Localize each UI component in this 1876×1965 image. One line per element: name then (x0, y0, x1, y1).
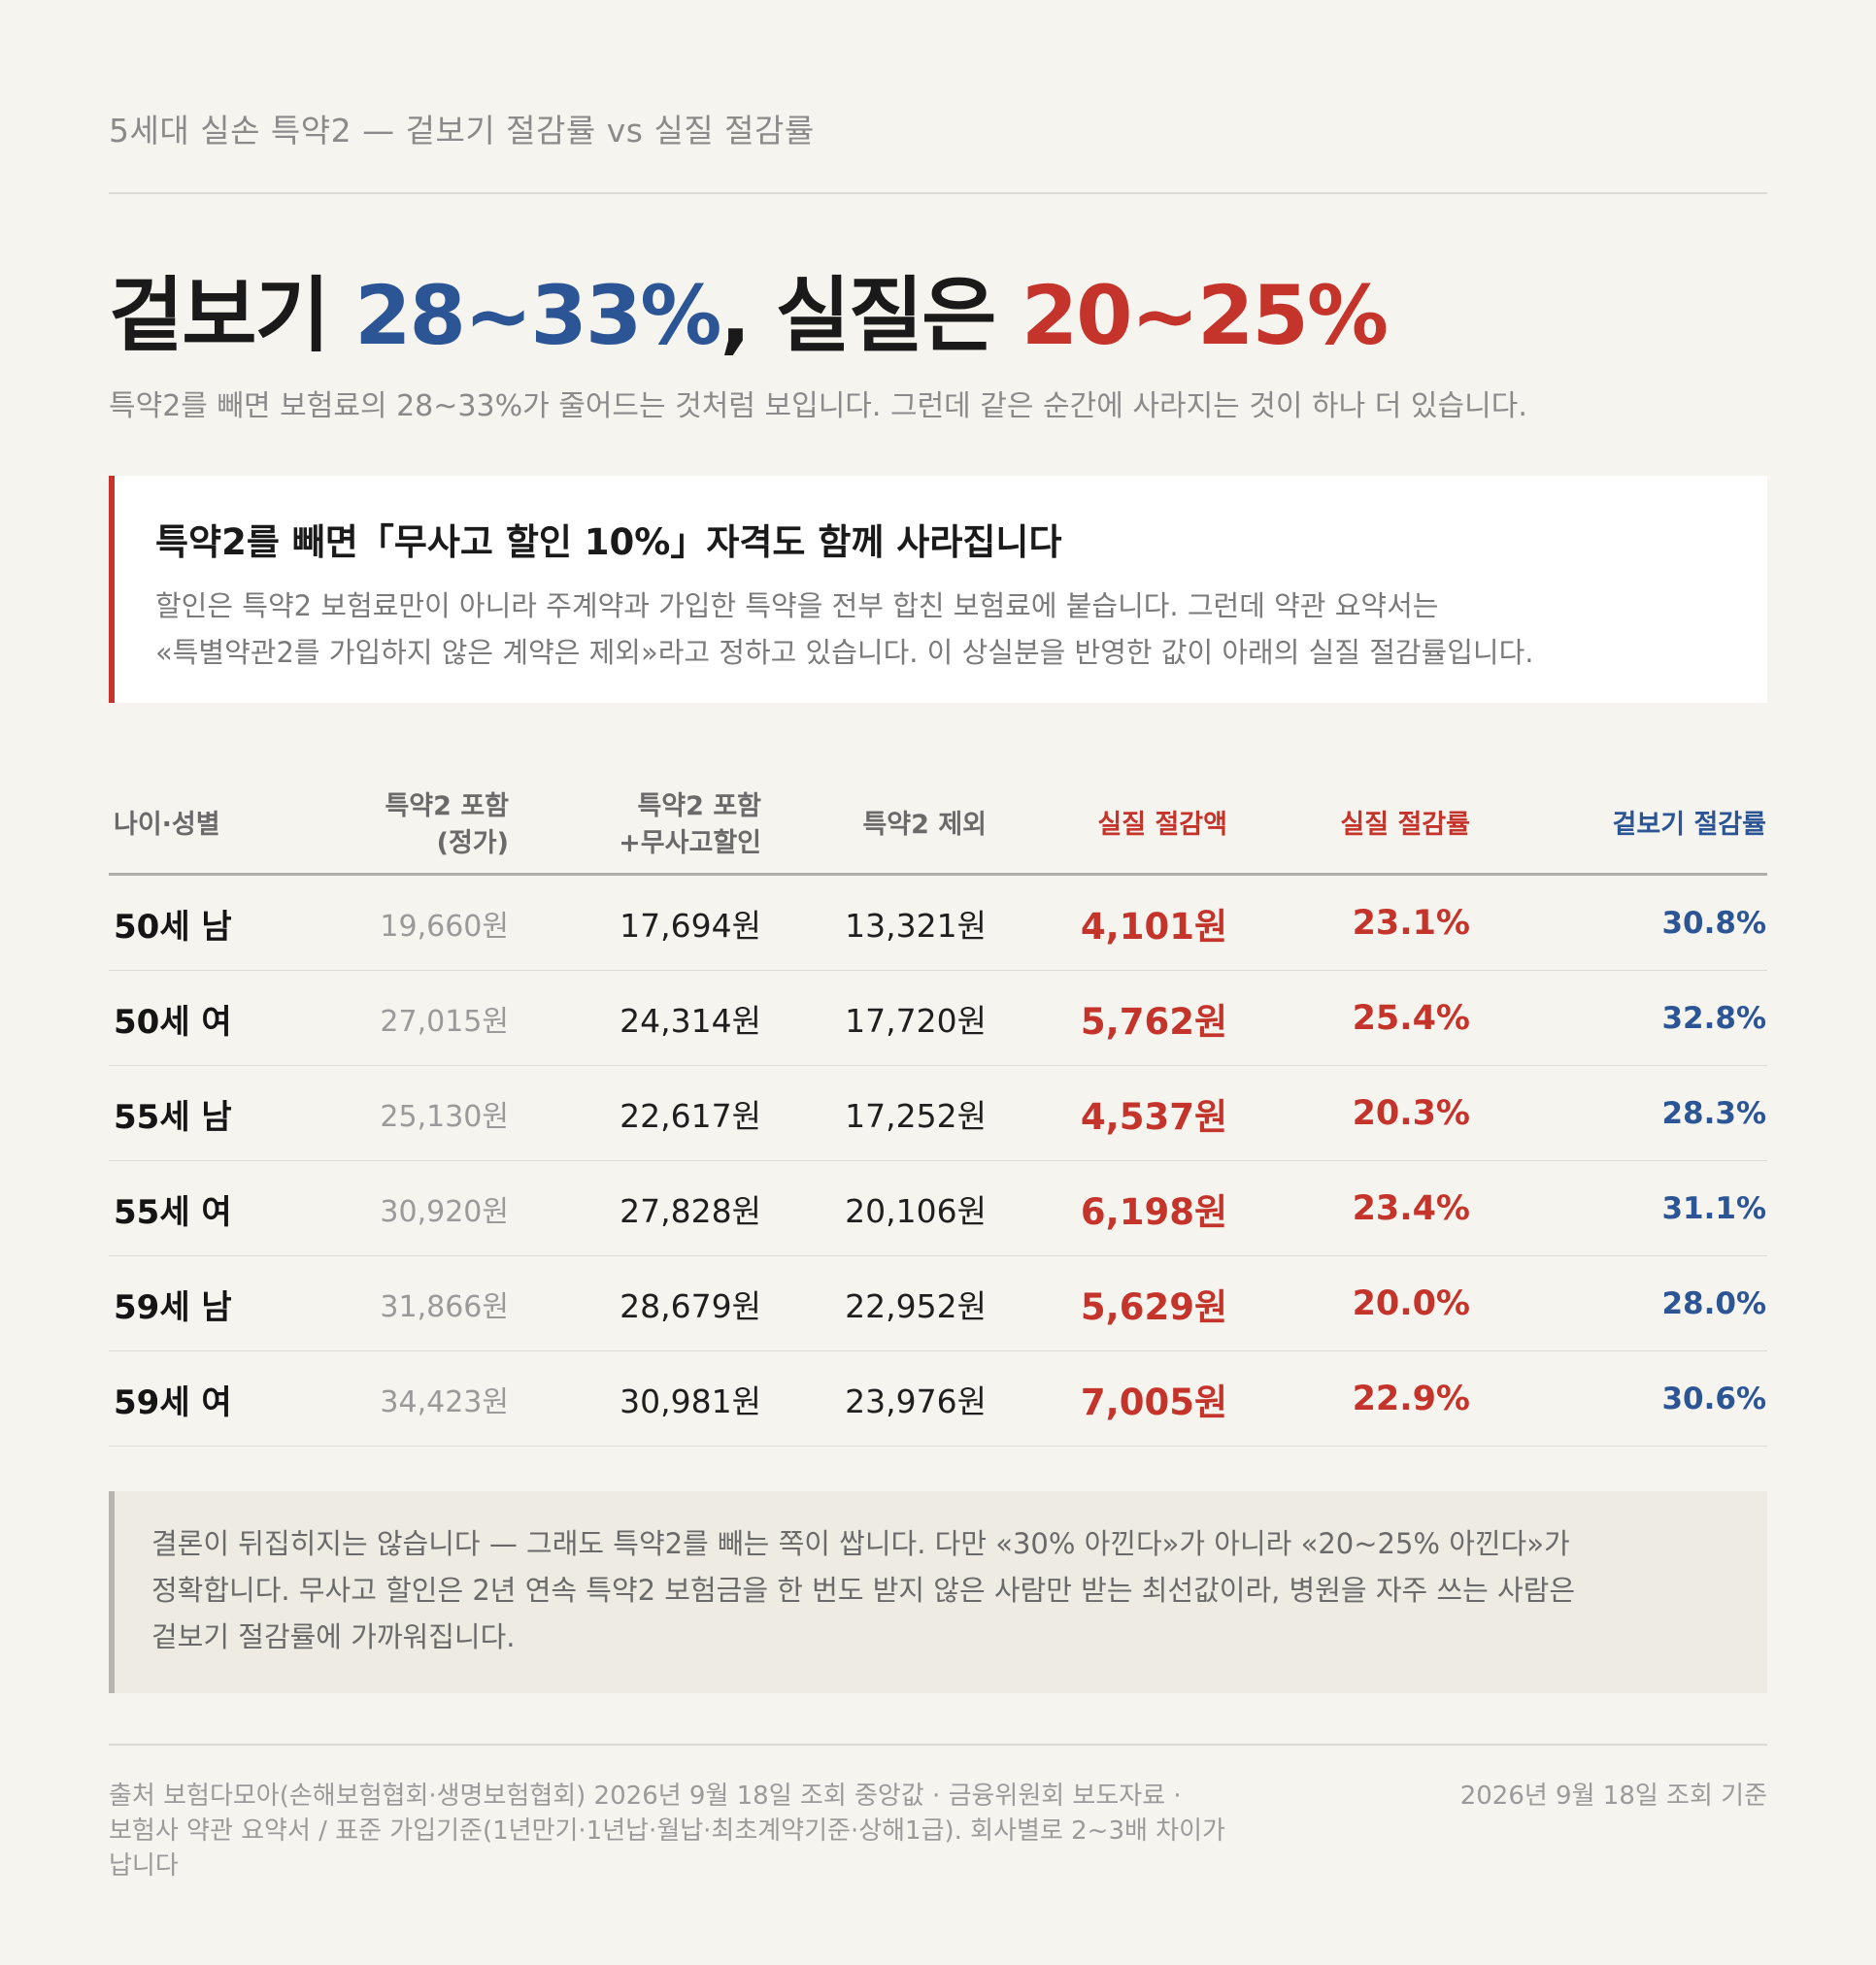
headline-part2: , 실질은 (720, 268, 1022, 363)
headline-real-range: 20~25% (1021, 268, 1389, 363)
excluded-price: 17,720원 (845, 1002, 987, 1040)
header-real-saving-amount: 실질 절감액 (1097, 810, 1227, 840)
comparison-table: 나이·성별 특약2 포함 (정가) 특약2 포함 +무사고할인 특약2 제외 실… (109, 777, 1767, 1447)
table-body: 50세 남 19,660원 17,694원 13,321원 4,101원 23.… (109, 876, 1767, 1447)
headline-part1: 겉보기 (109, 268, 355, 363)
callout-title: 특약2를 빼면「무사고 할인 10%」자격도 함께 사라집니다 (155, 521, 1062, 563)
header-line: 특약2 포함 (637, 791, 761, 821)
real-saving-amount: 6,198원 (1080, 1191, 1227, 1233)
age-gender: 59세 남 (114, 1287, 232, 1327)
header-line: (정가) (436, 828, 509, 858)
headline: 겉보기 28~33%, 실질은 20~25% (109, 250, 1389, 368)
source-citation: 출처 보험다모아(손해보험협회·생명보험협회) 2026년 9월 18일 조회 … (109, 1779, 1371, 1883)
excluded-price: 20,106원 (845, 1192, 987, 1230)
table-row: 59세 남 31,866원 28,679원 22,952원 5,629원 20.… (109, 1256, 1767, 1351)
note-line: 겉보기 절감률에 가까워집니다. (151, 1620, 516, 1653)
discounted-price: 27,828원 (620, 1192, 761, 1230)
list-price: 27,015원 (380, 1005, 509, 1039)
apparent-saving-rate: 31.1% (1661, 1191, 1766, 1226)
discounted-price: 24,314원 (620, 1002, 761, 1040)
header-age-gender: 나이·성별 (114, 810, 220, 840)
header-line: +무사고할인 (619, 828, 761, 858)
age-gender: 59세 여 (114, 1382, 232, 1422)
real-saving-rate: 25.4% (1352, 999, 1470, 1038)
source-line: 납니다 (109, 1851, 179, 1881)
conclusion-note: 결론이 뒤집히지는 않습니다 — 그래도 특약2를 빼는 쪽이 쌉니다. 다만 … (109, 1491, 1767, 1693)
excluded-price: 13,321원 (845, 907, 987, 945)
list-price: 25,130원 (380, 1100, 509, 1134)
apparent-saving-rate: 28.3% (1661, 1096, 1766, 1131)
apparent-saving-rate: 32.8% (1661, 1001, 1766, 1036)
bottom-divider (109, 1744, 1767, 1746)
real-saving-amount: 5,762원 (1080, 1001, 1227, 1043)
note-line: 정확합니다. 무사고 할인은 2년 연속 특약2 보험금을 한 번도 받지 않은… (151, 1574, 1576, 1607)
list-price: 34,423원 (380, 1385, 509, 1419)
source-line: 출처 보험다모아(손해보험협회·생명보험협회) 2026년 9월 18일 조회 … (109, 1782, 1182, 1811)
headline-apparent-range: 28~33% (354, 268, 721, 363)
table-row: 50세 남 19,660원 17,694원 13,321원 4,101원 23.… (109, 876, 1767, 971)
as-of-date: 2026년 9월 18일 조회 기준 (1459, 1782, 1767, 1811)
apparent-saving-rate: 30.8% (1661, 906, 1766, 941)
real-saving-rate: 22.9% (1352, 1380, 1470, 1418)
discounted-price: 30,981원 (620, 1382, 761, 1420)
apparent-saving-rate: 30.6% (1661, 1382, 1766, 1416)
discounted-price: 17,694원 (620, 907, 761, 945)
age-gender: 55세 여 (114, 1192, 232, 1232)
source-line: 보험사 약관 요약서 / 표준 가입기준(1년만기·1년납·월납·최초계약기준·… (109, 1816, 1225, 1846)
real-saving-rate: 20.0% (1352, 1284, 1470, 1323)
real-saving-amount: 5,629원 (1080, 1286, 1227, 1328)
callout-line: 할인은 특약2 보험료만이 아니라 주계약과 가입한 특약을 전부 합친 보험료… (155, 589, 1439, 622)
kicker-title: 5세대 실손 특약2 — 겉보기 절감률 vs 실질 절감률 (109, 112, 815, 150)
subheadline: 특약2를 빼면 보험료의 28~33%가 줄어드는 것처럼 보입니다. 그런데 … (109, 389, 1527, 423)
real-saving-rate: 23.1% (1352, 904, 1470, 943)
discounted-price: 28,679원 (620, 1287, 761, 1325)
excluded-price: 17,252원 (845, 1097, 987, 1135)
header-real-saving-rate: 실질 절감률 (1340, 810, 1470, 840)
header-apparent-saving-rate: 겉보기 절감률 (1612, 810, 1766, 840)
table-row: 59세 여 34,423원 30,981원 23,976원 7,005원 22.… (109, 1351, 1767, 1447)
list-price: 30,920원 (380, 1195, 509, 1229)
apparent-saving-rate: 28.0% (1661, 1286, 1766, 1321)
excluded-price: 23,976원 (845, 1382, 987, 1420)
callout-line: «특별약관2를 가입하지 않은 계약은 제외»라고 정하고 있습니다. 이 상실… (155, 636, 1534, 669)
real-saving-amount: 4,101원 (1080, 906, 1227, 948)
real-saving-rate: 23.4% (1352, 1189, 1470, 1228)
discounted-price: 22,617원 (620, 1097, 761, 1135)
table-row: 50세 여 27,015원 24,314원 17,720원 5,762원 25.… (109, 971, 1767, 1066)
note-line: 결론이 뒤집히지는 않습니다 — 그래도 특약2를 빼는 쪽이 쌉니다. 다만 … (151, 1527, 1570, 1560)
list-price: 19,660원 (380, 910, 509, 944)
real-saving-rate: 20.3% (1352, 1094, 1470, 1133)
list-price: 31,866원 (380, 1290, 509, 1324)
table-row: 55세 여 30,920원 27,828원 20,106원 6,198원 23.… (109, 1161, 1767, 1256)
age-gender: 50세 여 (114, 1002, 232, 1042)
real-saving-amount: 4,537원 (1080, 1096, 1227, 1138)
real-saving-amount: 7,005원 (1080, 1382, 1227, 1423)
header-with-discount: 특약2 포함 +무사고할인 (517, 777, 761, 874)
age-gender: 55세 남 (114, 1097, 232, 1137)
top-divider (109, 192, 1767, 194)
header-excluded: 특약2 제외 (862, 810, 987, 840)
callout-body: 할인은 특약2 보험료만이 아니라 주계약과 가입한 특약을 전부 합친 보험료… (155, 583, 1728, 676)
excluded-price: 22,952원 (845, 1287, 987, 1325)
callout-box: 특약2를 빼면「무사고 할인 10%」자격도 함께 사라집니다 할인은 특약2 … (109, 476, 1767, 703)
age-gender: 50세 남 (114, 907, 232, 947)
table-header: 나이·성별 특약2 포함 (정가) 특약2 포함 +무사고할인 특약2 제외 실… (109, 777, 1767, 876)
table-row: 55세 남 25,130원 22,617원 17,252원 4,537원 20.… (109, 1066, 1767, 1161)
header-line: 특약2 포함 (385, 791, 509, 821)
header-list-price: 특약2 포함 (정가) (303, 777, 509, 874)
